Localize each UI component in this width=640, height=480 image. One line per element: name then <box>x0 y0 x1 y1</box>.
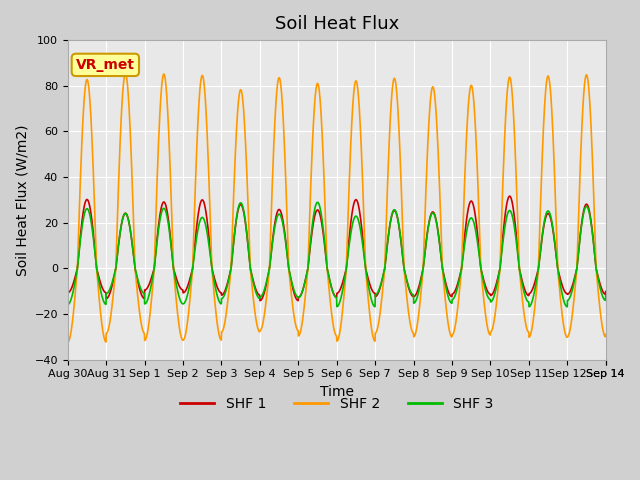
SHF 2 <box>602 332 609 337</box>
SHF 2 <box>468 83 476 89</box>
SHF 3 <box>602 293 609 299</box>
SHF 1 <box>468 198 476 204</box>
SHF 2 <box>366 316 374 322</box>
Line: SHF 1: SHF 1 <box>68 196 605 300</box>
SHF 3 <box>309 216 317 222</box>
SHF 2 <box>602 334 609 339</box>
SHF 1 <box>602 291 609 297</box>
SHF 3 <box>64 301 72 307</box>
SHF 2 <box>552 215 560 221</box>
SHF 2 <box>537 201 545 206</box>
SHF 2 <box>122 71 129 77</box>
Line: SHF 2: SHF 2 <box>68 74 605 342</box>
SHF 3 <box>602 298 609 303</box>
SHF 3 <box>314 199 321 205</box>
Title: Soil Heat Flux: Soil Heat Flux <box>275 15 399 33</box>
Text: VR_met: VR_met <box>76 58 135 72</box>
Y-axis label: Soil Heat Flux (W/m2): Soil Heat Flux (W/m2) <box>15 124 29 276</box>
X-axis label: Time: Time <box>320 385 354 399</box>
SHF 1 <box>310 220 317 226</box>
SHF 3 <box>552 251 560 256</box>
SHF 1 <box>537 245 545 251</box>
Line: SHF 3: SHF 3 <box>68 202 605 307</box>
SHF 3 <box>537 246 545 252</box>
SHF 1 <box>366 283 374 288</box>
SHF 2 <box>64 339 72 345</box>
SHF 1 <box>506 193 513 199</box>
SHF 1 <box>64 290 72 296</box>
SHF 3 <box>468 215 476 221</box>
SHF 3 <box>563 304 571 310</box>
SHF 1 <box>602 288 609 294</box>
SHF 2 <box>310 121 317 127</box>
Legend: SHF 1, SHF 2, SHF 3: SHF 1, SHF 2, SHF 3 <box>174 392 499 417</box>
SHF 3 <box>366 292 374 298</box>
SHF 1 <box>256 298 264 303</box>
SHF 1 <box>552 253 560 259</box>
